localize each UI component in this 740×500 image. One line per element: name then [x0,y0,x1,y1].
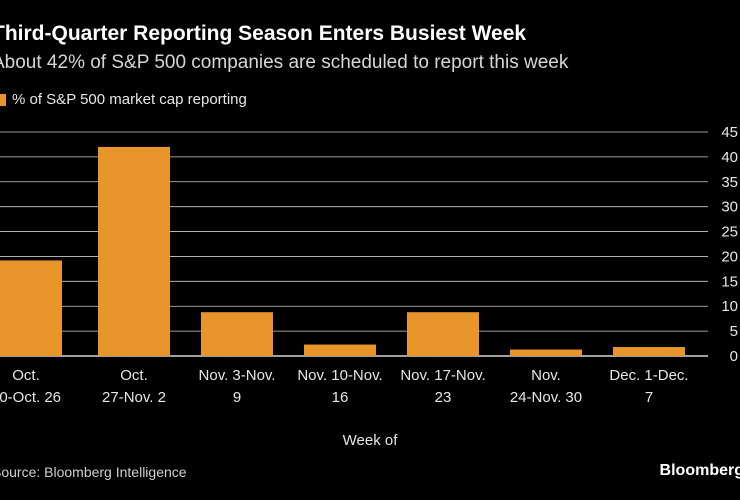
legend: % of S&P 500 market cap reporting [0,91,247,108]
y-tick-label: 20 [721,248,738,265]
x-tick-label: Nov. 10-Nov. 16 [297,367,382,406]
bar [407,312,479,356]
bars [0,146,685,356]
x-tick-label: Oct.20-Oct. 26 [0,367,61,406]
y-axis-ticks: 0 5 10 15 20 25 30 35 40 45 [721,124,738,365]
y-tick-label: 10 [721,298,738,315]
legend-label: % of S&P 500 market cap reporting [12,91,247,108]
y-tick-label: 5 [730,323,738,340]
chart-title: Third-Quarter Reporting Season Enters Bu… [0,22,527,45]
bar [0,260,62,356]
y-tick-label: 30 [721,199,738,216]
y-tick-label: 45 [721,124,738,141]
bar [613,347,685,356]
y-tick-label: 0 [730,348,738,365]
bloomberg-logo: Bloomberg [659,462,740,479]
bar [510,349,582,356]
x-tick-label: Nov. 3-Nov. 9 [199,367,276,406]
x-tick-label: Dec. 1-Dec. 7 [609,367,688,406]
bar [304,344,376,356]
y-tick-label: 35 [721,174,738,191]
bar [201,312,273,356]
x-tick-label: Nov. 24-Nov. 30 [510,367,582,406]
x-axis-ticks: Oct.20-Oct. 26 Oct.27-Nov. 2 Nov. 3-Nov.9 N… [0,367,689,406]
x-axis-label: Week of [343,432,399,449]
source-note: Source: Bloomberg Intelligence [0,464,187,480]
y-tick-label: 15 [721,273,738,290]
legend-swatch [0,93,6,106]
x-tick-label: Nov. 17-Nov. 23 [400,367,485,406]
x-tick-label: Oct. 27-Nov. 2 [102,367,166,406]
y-tick-label: 25 [721,224,738,241]
chart-subtitle: About 42% of S&P 500 companies are sched… [0,52,569,73]
bar [98,146,170,356]
y-tick-label: 40 [721,149,738,166]
